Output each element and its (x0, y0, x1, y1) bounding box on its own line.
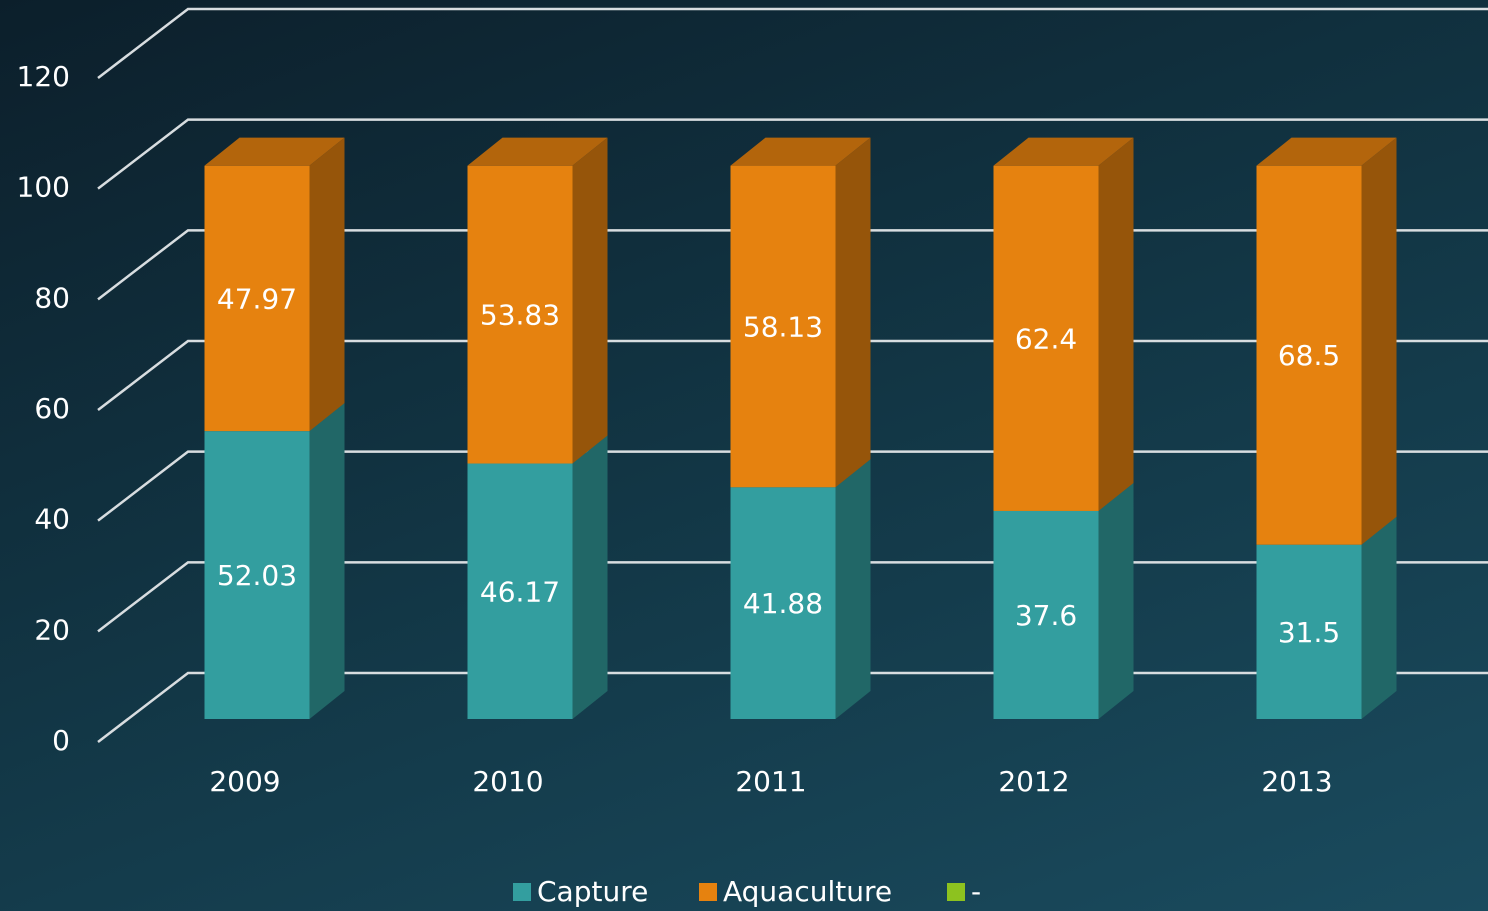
bar-side (309, 403, 345, 719)
data-label: 53.83 (480, 299, 560, 332)
legend-label: - (971, 875, 981, 908)
y-tick-label: 100 (17, 171, 70, 204)
grid-line (97, 7, 1488, 79)
x-tick-label: 2009 (209, 765, 280, 798)
x-tick-label: 2012 (998, 765, 1069, 798)
bar-side (1361, 516, 1397, 719)
data-label: 31.5 (1278, 616, 1340, 649)
bar-side (1361, 137, 1397, 545)
legend-swatch (513, 883, 531, 901)
bar-front (993, 165, 1099, 511)
bar-front (467, 165, 573, 464)
x-tick-label: 2010 (472, 765, 543, 798)
data-label: 68.5 (1278, 339, 1340, 372)
bar-front (730, 165, 836, 488)
bar-top (993, 137, 1134, 166)
data-label: 47.97 (217, 282, 297, 315)
bar-front (204, 165, 310, 432)
legend-swatch (699, 883, 717, 901)
data-label: 62.4 (1015, 322, 1077, 355)
y-tick-label: 40 (34, 503, 70, 536)
bar-side (835, 137, 871, 488)
bar-top (730, 137, 871, 166)
legend-swatch (947, 883, 965, 901)
bar-front (1256, 544, 1362, 719)
legend-label: Aquaculture (723, 875, 892, 908)
x-tick-label: 2013 (1261, 765, 1332, 798)
y-tick-label: 20 (34, 613, 70, 646)
bar-front (204, 431, 310, 719)
bar-top (204, 137, 345, 166)
bar-front (1256, 165, 1362, 545)
bar-side (1098, 482, 1134, 719)
bar-side (309, 137, 345, 432)
bar-front (467, 463, 573, 719)
bar-side (572, 137, 608, 464)
bar-side (1098, 137, 1134, 511)
bar-side (835, 459, 871, 719)
y-tick-label: 0 (52, 724, 70, 757)
legend-label: Capture (537, 875, 648, 908)
data-label: 41.88 (743, 587, 823, 620)
bar-side (572, 435, 608, 719)
grid-line (97, 118, 1488, 190)
data-label: 58.13 (743, 310, 823, 343)
data-label: 37.6 (1015, 599, 1077, 632)
bar-top (1256, 137, 1397, 166)
bar-front (730, 487, 836, 719)
data-label: 52.03 (217, 559, 297, 592)
x-tick-label: 2011 (735, 765, 806, 798)
bar-front (993, 510, 1099, 719)
y-tick-label: 80 (34, 281, 70, 314)
bar-top (467, 137, 608, 166)
data-label: 46.17 (480, 575, 560, 608)
y-tick-label: 60 (34, 392, 70, 425)
y-tick-label: 120 (17, 60, 70, 93)
